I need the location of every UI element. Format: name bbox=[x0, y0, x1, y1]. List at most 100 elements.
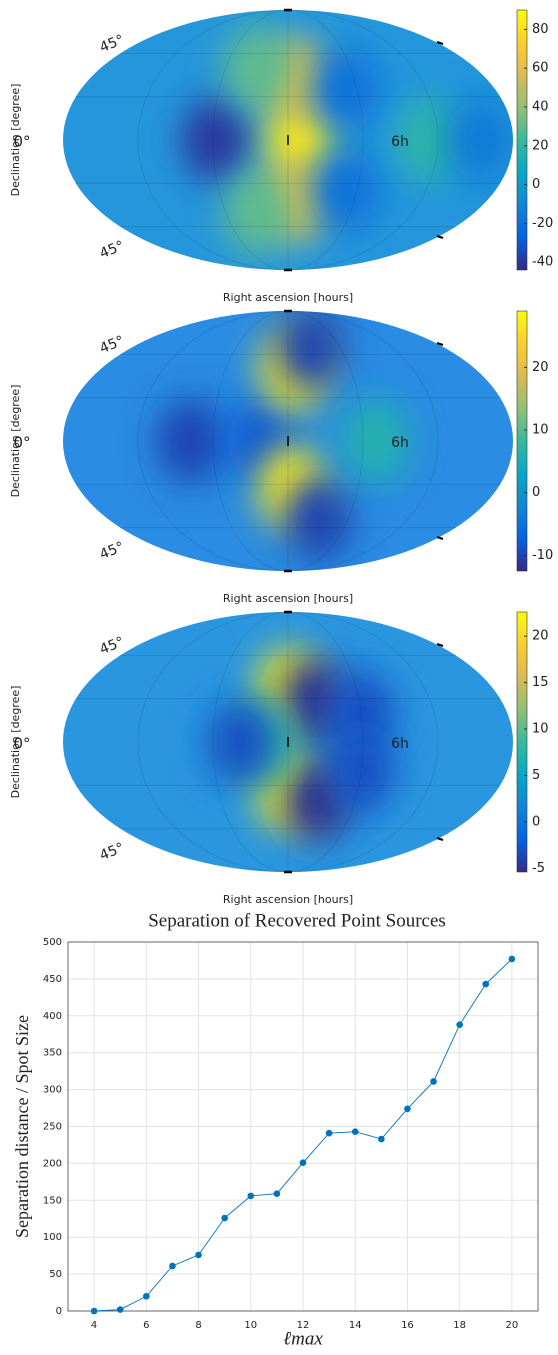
map-annotation: 0° bbox=[13, 735, 30, 753]
data-point bbox=[456, 1021, 463, 1028]
colorbar-tick-label: 20 bbox=[532, 629, 549, 644]
colorbar bbox=[516, 611, 528, 873]
data-point bbox=[116, 1306, 124, 1313]
y-tick-label: 100 bbox=[43, 1232, 62, 1243]
colorbar-tick-label: 20 bbox=[532, 138, 549, 153]
map-spot bbox=[181, 98, 250, 182]
data-point bbox=[169, 1262, 176, 1270]
x-tick-label: 14 bbox=[349, 1320, 362, 1331]
edge-mark bbox=[436, 342, 444, 346]
data-point bbox=[378, 1135, 385, 1143]
y-axis-label: Declination [degree] bbox=[9, 84, 22, 197]
map-field bbox=[75, 311, 501, 571]
graticule bbox=[137, 612, 439, 872]
y-tick-label: 150 bbox=[43, 1195, 62, 1206]
colorbar-tick-label: 10 bbox=[532, 722, 549, 737]
data-point bbox=[90, 1307, 98, 1315]
map-spot bbox=[327, 728, 396, 813]
map-annotation: 45° bbox=[97, 238, 126, 262]
colorbar-tick-label: -10 bbox=[532, 548, 553, 563]
y-tick-label: 400 bbox=[43, 1011, 62, 1022]
chart-title: Separation of Recovered Point Sources bbox=[148, 910, 446, 931]
edge-mark bbox=[436, 536, 444, 540]
y-tick-label: 350 bbox=[43, 1048, 62, 1059]
edge-mark bbox=[436, 41, 444, 45]
colorbar-tick-label: 15 bbox=[532, 675, 549, 690]
x-tick-label: 12 bbox=[297, 1320, 310, 1331]
graticule bbox=[212, 311, 364, 571]
graticule bbox=[212, 10, 364, 270]
y-tick-label: 50 bbox=[49, 1269, 62, 1280]
colorbar-tick-label: 5 bbox=[532, 768, 540, 783]
data-point bbox=[404, 1105, 411, 1113]
x-tick-label: 16 bbox=[401, 1320, 414, 1331]
map-spot bbox=[446, 98, 513, 182]
map-annotation: 0° bbox=[13, 133, 30, 151]
y-axis-label: Separation distance / Spot Size bbox=[12, 1015, 32, 1238]
map-spot bbox=[222, 170, 291, 255]
colorbar-tick-label: 0 bbox=[532, 485, 540, 500]
y-axis-label: Declination [degree] bbox=[9, 385, 22, 498]
x-axis-label: Right ascension [hours] bbox=[223, 592, 353, 605]
y-axis-label: Declination [degree] bbox=[9, 686, 22, 799]
y-tick-label: 500 bbox=[43, 937, 62, 948]
map-annotation: 45° bbox=[97, 840, 126, 864]
edge-mark bbox=[436, 235, 444, 239]
x-tick-label: 6 bbox=[143, 1320, 149, 1331]
data-point bbox=[273, 1190, 281, 1197]
data-point bbox=[221, 1214, 228, 1222]
data-point bbox=[325, 1129, 333, 1137]
x-tick-label: 10 bbox=[244, 1320, 257, 1331]
map-annotation: 6h bbox=[391, 435, 409, 451]
map-spot bbox=[327, 671, 396, 756]
colorbar-tick-label: 40 bbox=[532, 100, 549, 115]
map-spot bbox=[156, 399, 225, 483]
map-annotation: 0° bbox=[13, 434, 30, 452]
x-tick-label: 20 bbox=[506, 1320, 519, 1331]
y-tick-label: 300 bbox=[43, 1085, 62, 1096]
map-annotation: 45° bbox=[97, 539, 126, 563]
y-tick-label: 0 bbox=[56, 1306, 62, 1317]
map-spot bbox=[396, 98, 465, 182]
map-field bbox=[75, 10, 513, 270]
x-axis-label: Right ascension [hours] bbox=[223, 291, 353, 304]
data-point bbox=[299, 1159, 307, 1166]
edge-mark bbox=[436, 643, 444, 647]
x-tick-label: 8 bbox=[195, 1320, 201, 1331]
colorbar-tick-label: 10 bbox=[532, 423, 549, 438]
edge-mark bbox=[436, 837, 444, 841]
map-annotation: 6h bbox=[391, 134, 409, 150]
y-tick-label: 450 bbox=[43, 974, 62, 985]
map-spot bbox=[311, 47, 380, 132]
map-spot bbox=[284, 477, 352, 561]
map-spot bbox=[311, 148, 380, 233]
graticule bbox=[137, 10, 439, 270]
colorbar-tick-label: 0 bbox=[532, 177, 540, 192]
colorbar bbox=[516, 9, 528, 271]
x-tick-label: 18 bbox=[453, 1320, 466, 1331]
x-axis-label: ℓmax bbox=[283, 1328, 323, 1349]
graticule bbox=[137, 311, 439, 571]
map-annotation: 6h bbox=[391, 736, 409, 752]
data-point bbox=[508, 955, 516, 963]
map-spot bbox=[276, 311, 345, 391]
y-tick-label: 250 bbox=[43, 1122, 62, 1133]
map-spot bbox=[206, 700, 275, 784]
data-point bbox=[482, 980, 490, 988]
colorbar-tick-label: -5 bbox=[532, 861, 545, 876]
axes-box bbox=[67, 941, 539, 1312]
y-tick-label: 200 bbox=[43, 1158, 62, 1169]
colorbar-tick-label: -20 bbox=[532, 216, 553, 231]
colorbar-tick-label: 80 bbox=[532, 22, 549, 37]
x-tick-label: 4 bbox=[91, 1320, 97, 1331]
data-point bbox=[143, 1292, 150, 1300]
data-point bbox=[195, 1251, 202, 1259]
colorbar bbox=[516, 310, 528, 572]
colorbar-tick-label: 20 bbox=[532, 360, 549, 375]
colorbar-tick-label: 60 bbox=[532, 61, 549, 76]
map-field bbox=[75, 612, 501, 872]
map-spot bbox=[341, 399, 410, 483]
graticule bbox=[212, 612, 364, 872]
data-point bbox=[247, 1192, 255, 1200]
